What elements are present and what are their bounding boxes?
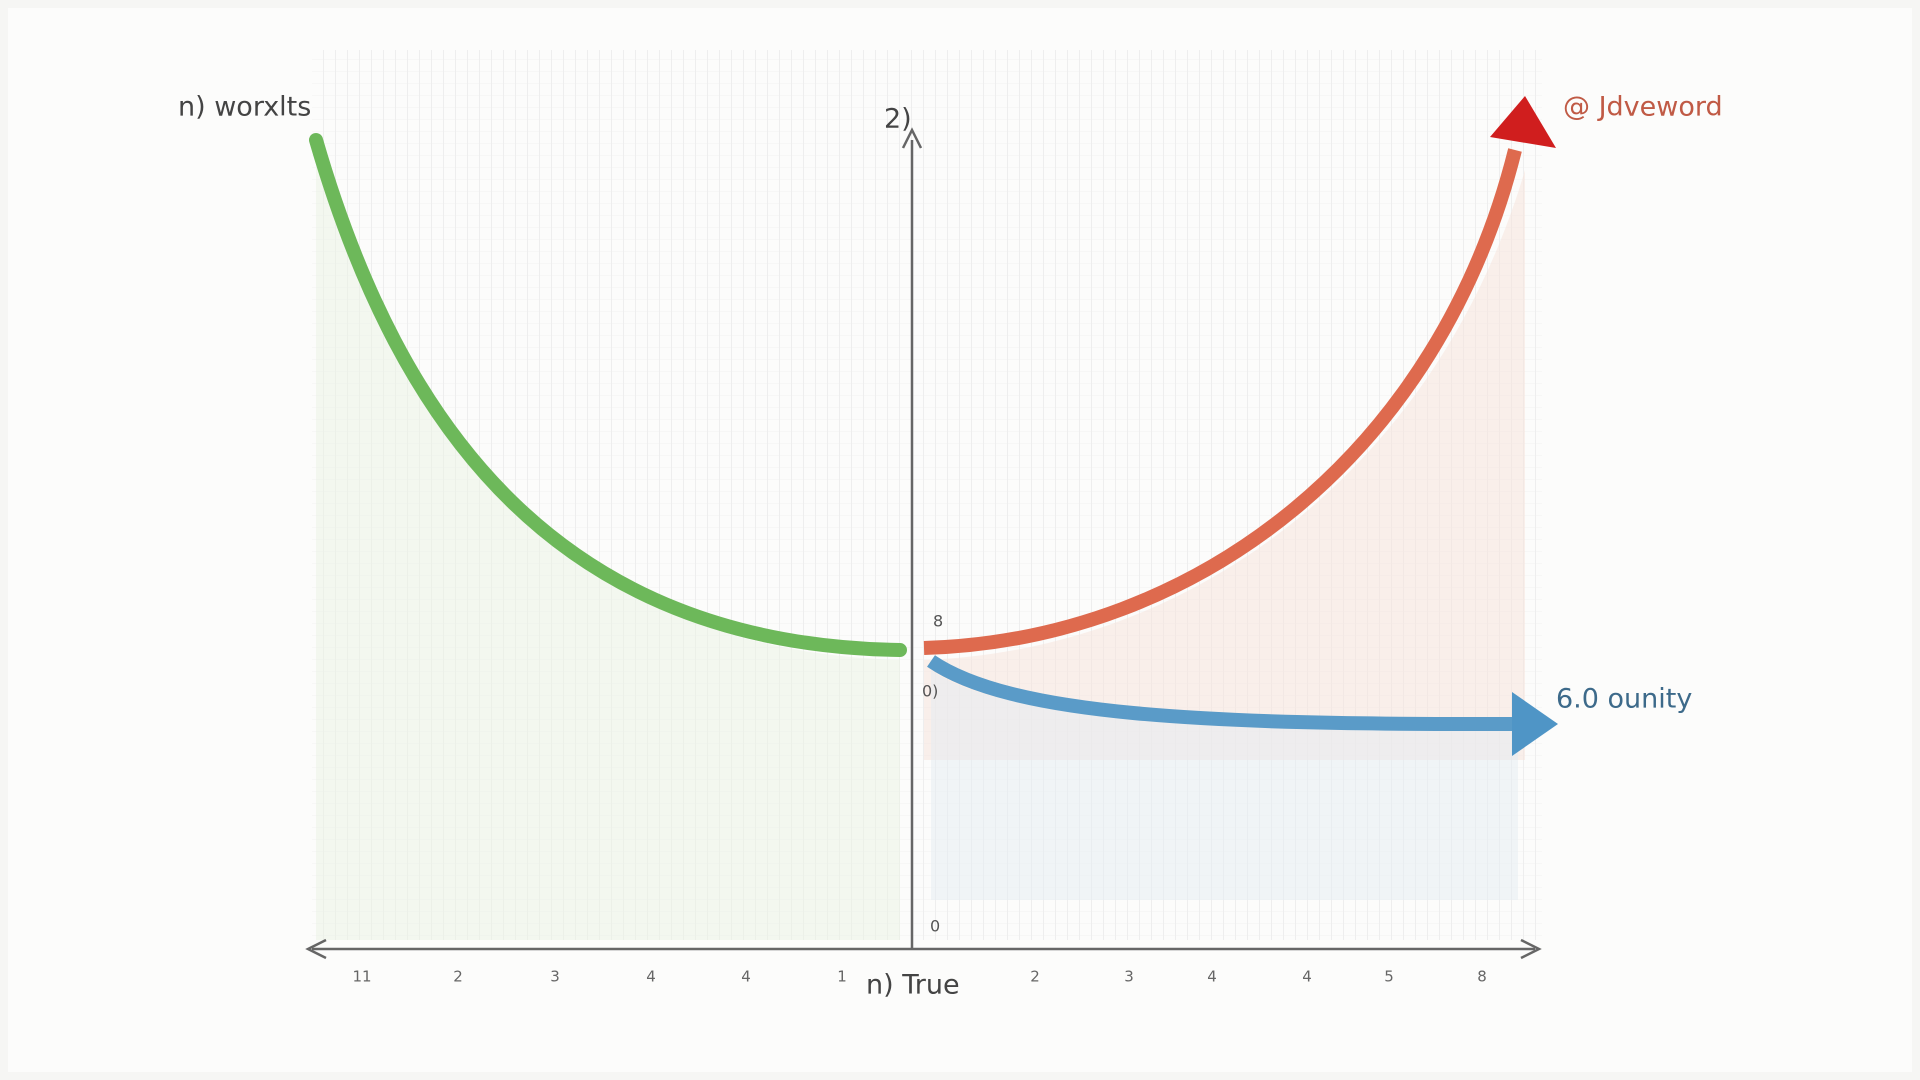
- label: 0): [922, 682, 938, 701]
- red-curve: [923, 148, 1522, 655]
- tick-label: 4: [1302, 968, 1312, 986]
- x-arrow-right: [1520, 938, 1542, 960]
- label: n) worxlts: [178, 92, 311, 123]
- tick-label: 3: [1124, 968, 1134, 986]
- tick-label: 8: [1477, 968, 1487, 986]
- green-shade: [316, 160, 900, 940]
- red-arrowhead: [1490, 96, 1556, 148]
- tick-label: 2: [453, 968, 463, 986]
- tick-label: 2: [1030, 968, 1040, 986]
- tick-label: 1: [837, 968, 847, 986]
- x-arrow-left: [305, 938, 327, 960]
- blue-arrowhead: [1512, 692, 1558, 756]
- label: n) True: [866, 970, 960, 1001]
- tick-label: 3: [550, 968, 560, 986]
- green-curve: [309, 133, 907, 657]
- tick-label: 11: [352, 968, 371, 986]
- tick-label: 4: [1207, 968, 1217, 986]
- blue-curve: [927, 655, 1516, 732]
- tick-label: 5: [1384, 968, 1394, 986]
- label: 8: [933, 612, 943, 631]
- y-arrow: [901, 127, 923, 149]
- red-shade: [924, 170, 1525, 760]
- label: @ Jdveword: [1563, 92, 1723, 123]
- label: 2): [884, 104, 912, 135]
- tick-label: 4: [741, 968, 751, 986]
- label: 6.0 ounity: [1556, 684, 1692, 715]
- label: 0: [930, 917, 940, 936]
- tick-label: 4: [646, 968, 656, 986]
